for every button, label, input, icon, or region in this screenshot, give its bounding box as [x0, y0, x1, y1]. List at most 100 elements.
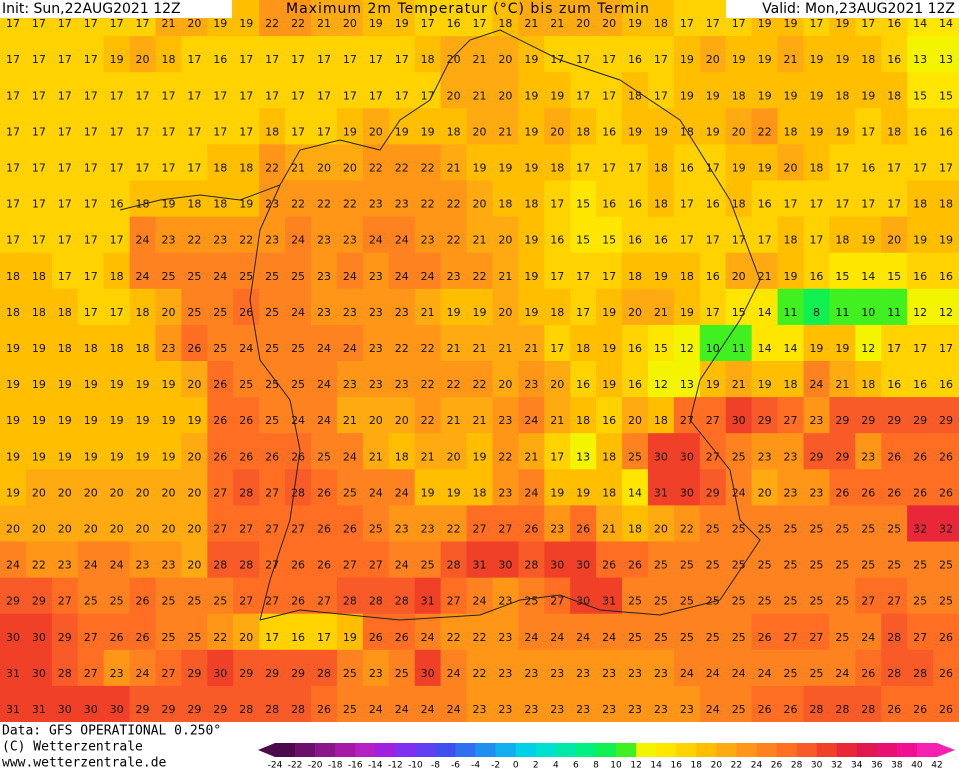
temperature-cell [259, 144, 286, 181]
temperature-label: 25 [939, 559, 953, 572]
temperature-cell [725, 505, 753, 542]
temperature-label: 25 [628, 450, 642, 463]
temperature-label: 20 [161, 306, 175, 319]
temperature-cell [803, 216, 830, 254]
temperature-cell [336, 252, 364, 290]
temperature-cell [259, 685, 286, 723]
temperature-cell [155, 108, 182, 145]
temperature-label: 19 [835, 53, 849, 66]
temperature-label: 20 [473, 198, 487, 211]
temperature-cell [285, 144, 312, 181]
temperature-label: 25 [887, 522, 901, 535]
temperature-label: 19 [136, 414, 150, 427]
temperature-label: 26 [317, 486, 331, 499]
temperature-cell [907, 72, 934, 109]
temperature-cell [77, 216, 105, 254]
temperature-cell [570, 216, 597, 254]
temperature-label: 17 [161, 161, 175, 174]
temperature-label: 17 [136, 89, 150, 102]
temperature-label: 30 [498, 559, 512, 572]
temperature-cell [881, 541, 908, 579]
temperature-label: 16 [654, 234, 668, 247]
temperature-cell [570, 288, 597, 326]
temperature-label: 17 [369, 53, 383, 66]
temperature-label: 24 [136, 234, 150, 247]
temperature-label: 17 [187, 125, 201, 138]
temperature-label: 25 [732, 522, 746, 535]
temperature-cell [907, 216, 934, 254]
temperature-cell [414, 72, 442, 109]
temperature-cell [803, 685, 830, 723]
temperature-label: 17 [680, 234, 694, 247]
temperature-label: 29 [291, 667, 305, 680]
temperature-label: 27 [239, 595, 253, 608]
temperature-label: 17 [939, 342, 953, 355]
temperature-cell [933, 288, 959, 326]
temperature-label: 29 [939, 414, 953, 427]
temperature-label: 25 [758, 559, 772, 572]
temperature-cell [570, 577, 597, 615]
temperature-cell [155, 324, 182, 362]
temperature-cell [129, 361, 157, 398]
temperature-cell [388, 324, 416, 362]
temperature-cell [829, 613, 856, 651]
temperature-label: 16 [628, 198, 642, 211]
temperature-cell [285, 288, 312, 326]
temperature-label: 17 [784, 198, 798, 211]
temperature-label: 25 [265, 306, 279, 319]
temperature-cell [803, 108, 830, 145]
temperature-label: 18 [576, 414, 590, 427]
temperature-cell [673, 0, 701, 37]
temperature-cell [77, 324, 105, 362]
temperature-cell [155, 541, 182, 579]
temperature-cell [440, 577, 468, 615]
temperature-cell [596, 180, 623, 218]
temperature-cell [103, 288, 131, 326]
temperature-cell [233, 288, 260, 326]
temperature-cell [103, 469, 131, 506]
temperature-cell [622, 288, 649, 326]
temperature-cell [596, 469, 623, 506]
temperature-label: 21 [550, 414, 564, 427]
temperature-label: 20 [6, 522, 20, 535]
temperature-label: 17 [58, 198, 72, 211]
temperature-label: 15 [913, 89, 927, 102]
temperature-cell [673, 252, 701, 290]
temperature-label: 28 [343, 595, 357, 608]
temperature-label: 19 [809, 53, 823, 66]
temperature-label: 24 [473, 595, 487, 608]
temperature-label: 20 [628, 414, 642, 427]
temperature-label: 21 [784, 53, 798, 66]
temperature-cell [129, 685, 157, 723]
temperature-cell [336, 288, 364, 326]
temperature-label: 19 [473, 161, 487, 174]
temperature-cell [466, 649, 493, 687]
temperature-label: 27 [239, 522, 253, 535]
temperature-label: 26 [110, 631, 124, 644]
temperature-label: 29 [136, 703, 150, 716]
temperature-cell [0, 685, 27, 723]
temperature-label: 25 [343, 486, 357, 499]
temperature-label: 21 [447, 414, 461, 427]
temperature-cell [77, 397, 105, 434]
temperature-label: 25 [84, 595, 98, 608]
temperature-cell [414, 433, 442, 470]
temperature-label: 25 [343, 667, 357, 680]
temperature-cell [725, 685, 753, 723]
temperature-label: 25 [706, 559, 720, 572]
temperature-label: 16 [809, 270, 823, 283]
temperature-label: 17 [550, 342, 564, 355]
temperature-cell [311, 505, 338, 542]
temperature-cell [855, 252, 882, 290]
temperature-cell [388, 180, 416, 218]
temperature-cell [233, 685, 260, 723]
temperature-cell [129, 72, 157, 109]
temperature-cell [51, 144, 79, 181]
temperature-label: 17 [32, 17, 46, 30]
colorbar-bin [736, 743, 757, 757]
temperature-label: 19 [732, 53, 746, 66]
temperature-label: 11 [784, 306, 798, 319]
temperature-label: 17 [809, 198, 823, 211]
temperature-label: 26 [758, 703, 772, 716]
temperature-cell [51, 36, 79, 73]
